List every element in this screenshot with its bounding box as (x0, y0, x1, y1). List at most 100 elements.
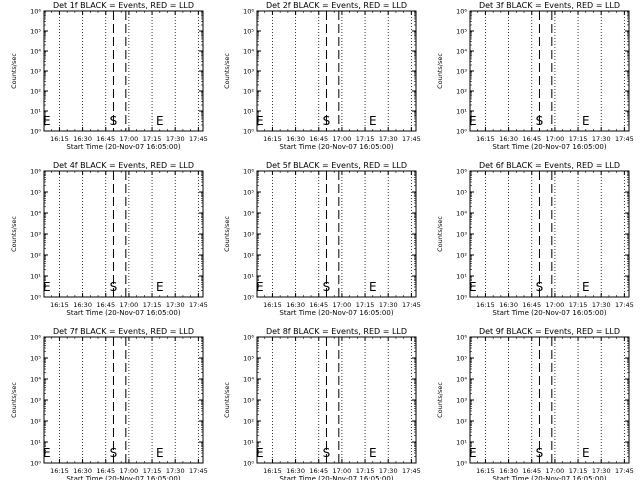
plot-frame-3 (469, 10, 630, 132)
panel-3: Det 3f BLACK = Events, RED = LLD Counts/s… (436, 1, 634, 151)
y-tick-label-9-0: 10⁰ (456, 460, 467, 468)
x-tick-label-2-6: 17:45 (402, 135, 421, 143)
panel-title-7: Det 7f BLACK = Events, RED = LLD (53, 327, 194, 336)
end-marker-1: E (156, 114, 164, 128)
x-tick-label-6-2: 16:45 (522, 301, 541, 309)
y-tick-label-4-5: 10⁵ (30, 189, 41, 197)
x-tick-label-3-0: 16:15 (476, 135, 495, 143)
x-tick-label-9-5: 17:30 (592, 467, 611, 475)
y-tick-label-1-1: 10¹ (30, 108, 41, 116)
y-tick-label-1-6: 10⁶ (30, 8, 41, 16)
y-tick-label-6-0: 10⁰ (456, 294, 467, 302)
x-tick-label-6-6: 17:45 (615, 301, 634, 309)
y-tick-label-9-1: 10¹ (456, 439, 467, 447)
y-tick-label-3-1: 10¹ (456, 108, 467, 116)
x-tick-label-3-2: 16:45 (522, 135, 541, 143)
y-tick-label-4-0: 10⁰ (30, 294, 41, 302)
y-tick-label-7-5: 10⁵ (30, 355, 41, 363)
x-tick-label-6-4: 17:15 (569, 301, 588, 309)
y-tick-label-3-2: 10² (456, 88, 467, 96)
x-tick-label-7-1: 16:30 (73, 467, 92, 475)
y-tick-label-1-0: 10⁰ (30, 128, 41, 136)
y-tick-label-2-4: 10⁴ (243, 48, 254, 56)
start-marker-3: S (536, 114, 544, 128)
x-tick-label-1-3: 17:00 (120, 135, 139, 143)
panel-6: Det 6f BLACK = Events, RED = LLD Counts/s… (436, 161, 634, 317)
x-tick-label-6-0: 16:15 (476, 301, 495, 309)
end-marker-4: E (156, 280, 164, 294)
y-tick-label-9-5: 10⁵ (456, 355, 467, 363)
x-tick-label-2-2: 16:45 (309, 135, 328, 143)
x-tick-label-8-4: 17:15 (356, 467, 375, 475)
x-tick-label-3-1: 16:30 (499, 135, 518, 143)
y-tick-label-5-5: 10⁵ (243, 189, 254, 197)
panel-title-3: Det 3f BLACK = Events, RED = LLD (479, 1, 620, 10)
y-axis-label-4: Counts/sec (10, 216, 18, 252)
x-tick-label-5-6: 17:45 (402, 301, 421, 309)
x-axis-label-9: Start Time (20-Nov-07 16:05:00) (492, 475, 606, 480)
y-tick-label-3-4: 10⁴ (456, 48, 467, 56)
plot-frame-4 (43, 170, 204, 298)
plot-frame-6 (469, 170, 630, 298)
start-marker-8: S (323, 446, 331, 460)
x-tick-label-7-2: 16:45 (96, 467, 115, 475)
y-tick-label-8-3: 10³ (243, 397, 254, 405)
panel-9: Det 9f BLACK = Events, RED = LLD Counts/s… (436, 327, 634, 480)
y-axis-label-1: Counts/sec (10, 53, 18, 89)
end-marker-8: E (369, 446, 377, 460)
y-tick-label-9-4: 10⁴ (456, 376, 467, 384)
x-tick-label-3-3: 17:00 (546, 135, 565, 143)
plot-frame-5 (256, 170, 417, 298)
y-tick-label-9-6: 10⁶ (456, 334, 467, 342)
x-tick-label-5-5: 17:30 (379, 301, 398, 309)
x-tick-label-3-6: 17:45 (615, 135, 634, 143)
x-tick-label-6-5: 17:30 (592, 301, 611, 309)
x-tick-label-4-1: 16:30 (73, 301, 92, 309)
panel-4: Det 4f BLACK = Events, RED = LLD Counts/s… (10, 161, 208, 317)
y-tick-label-5-2: 10² (243, 252, 254, 260)
x-tick-label-2-5: 17:30 (379, 135, 398, 143)
y-tick-label-9-3: 10³ (456, 397, 467, 405)
x-tick-label-4-5: 17:30 (166, 301, 185, 309)
end-marker-7: E (156, 446, 164, 460)
x-tick-label-1-5: 17:30 (166, 135, 185, 143)
y-tick-label-3-6: 10⁶ (456, 8, 467, 16)
y-tick-label-7-3: 10³ (30, 397, 41, 405)
panel-8: Det 8f BLACK = Events, RED = LLD Counts/s… (223, 327, 421, 480)
x-tick-label-2-3: 17:00 (333, 135, 352, 143)
x-axis-label-3: Start Time (20-Nov-07 16:05:00) (492, 143, 606, 151)
y-tick-label-1-3: 10³ (30, 68, 41, 76)
panel-title-4: Det 4f BLACK = Events, RED = LLD (53, 161, 194, 170)
start-marker-9: S (536, 446, 544, 460)
x-axis-label-7: Start Time (20-Nov-07 16:05:00) (66, 475, 180, 480)
x-tick-label-9-3: 17:00 (546, 467, 565, 475)
x-tick-label-3-5: 17:30 (592, 135, 611, 143)
y-tick-label-4-4: 10⁴ (30, 210, 41, 218)
panel-7: Det 7f BLACK = Events, RED = LLD Counts/s… (10, 327, 208, 480)
x-tick-label-1-6: 17:45 (189, 135, 208, 143)
y-tick-label-2-2: 10² (243, 88, 254, 96)
y-tick-label-2-5: 10⁵ (243, 28, 254, 36)
x-axis-label-4: Start Time (20-Nov-07 16:05:00) (66, 309, 180, 317)
x-tick-label-5-3: 17:00 (333, 301, 352, 309)
y-tick-label-3-3: 10³ (456, 68, 467, 76)
y-axis-label-9: Counts/sec (436, 382, 444, 418)
x-tick-label-7-5: 17:30 (166, 467, 185, 475)
x-tick-label-7-0: 16:15 (50, 467, 69, 475)
x-tick-label-6-1: 16:30 (499, 301, 518, 309)
y-axis-label-5: Counts/sec (223, 216, 231, 252)
panel-title-8: Det 8f BLACK = Events, RED = LLD (266, 327, 407, 336)
y-tick-label-8-2: 10² (243, 418, 254, 426)
y-tick-label-2-6: 10⁶ (243, 8, 254, 16)
x-tick-label-2-4: 17:15 (356, 135, 375, 143)
y-tick-label-8-0: 10⁰ (243, 460, 254, 468)
x-axis-label-6: Start Time (20-Nov-07 16:05:00) (492, 309, 606, 317)
y-tick-label-9-2: 10² (456, 418, 467, 426)
start-marker-2: S (323, 114, 331, 128)
y-axis-label-6: Counts/sec (436, 216, 444, 252)
start-marker-7: S (110, 446, 118, 460)
start-marker-6: S (536, 280, 544, 294)
end-marker-3: E (582, 114, 590, 128)
y-tick-label-7-1: 10¹ (30, 439, 41, 447)
y-tick-label-7-0: 10⁰ (30, 460, 41, 468)
